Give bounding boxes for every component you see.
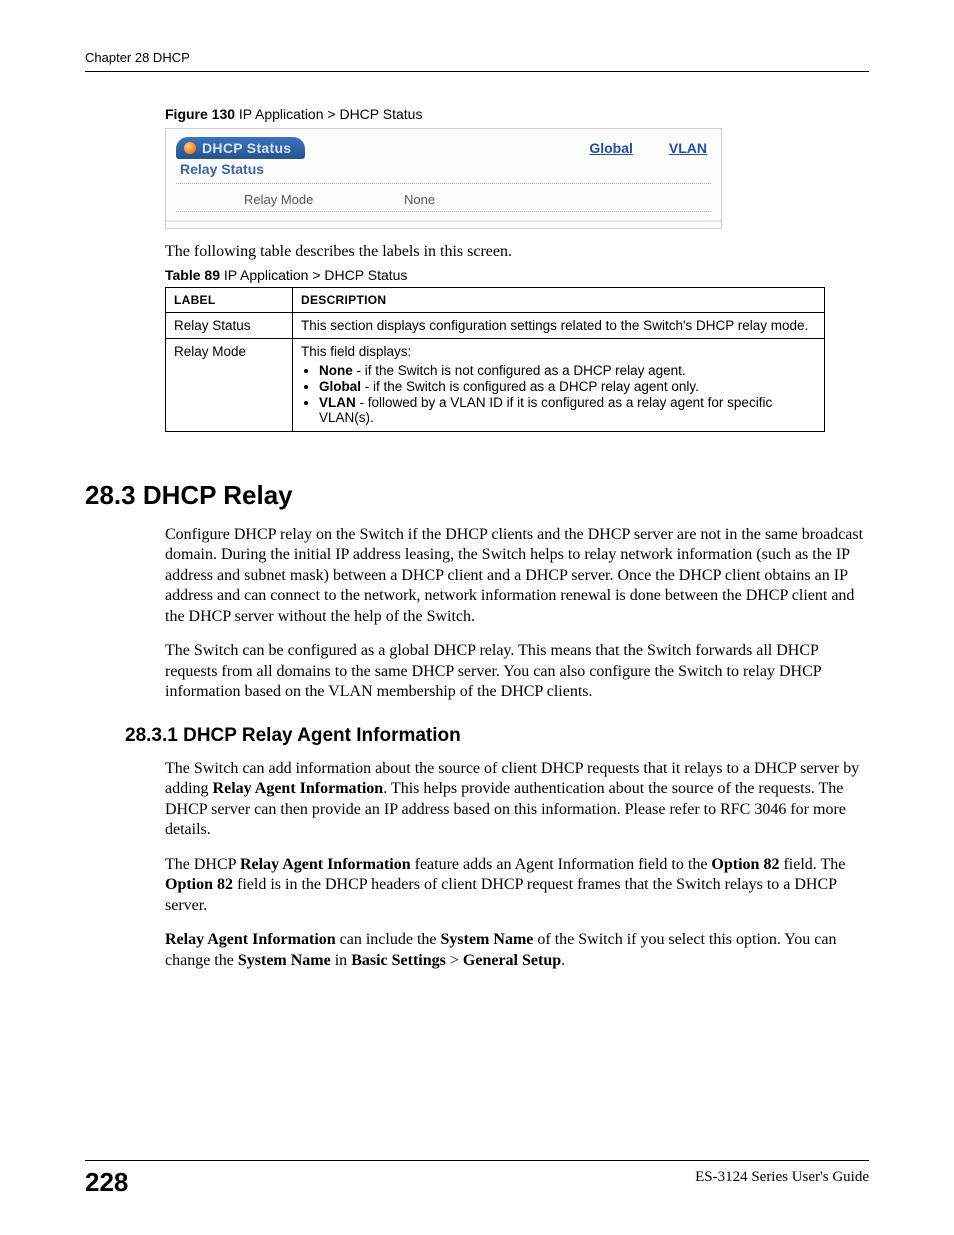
bold-term: Option 82 <box>711 856 779 873</box>
text-run: > <box>446 952 463 969</box>
bold-term: System Name <box>238 952 331 969</box>
screenshot-footer-bar <box>166 220 721 228</box>
body-paragraph: Configure DHCP relay on the Switch if th… <box>165 525 869 627</box>
list-text: - if the Switch is not configured as a D… <box>353 363 686 378</box>
link-vlan[interactable]: VLAN <box>669 140 707 156</box>
bold-term: Basic Settings <box>351 952 446 969</box>
relay-status-section-label: Relay Status <box>166 161 721 183</box>
dhcp-status-tab[interactable]: DHCP Status <box>176 137 305 159</box>
bold-term: Relay Agent Information <box>213 780 384 797</box>
body-paragraph: The Switch can add information about the… <box>165 759 869 841</box>
bold-term: Global <box>319 379 361 394</box>
link-global[interactable]: Global <box>589 140 633 156</box>
figure-caption: Figure 130 IP Application > DHCP Status <box>165 106 869 122</box>
relay-mode-label: Relay Mode <box>244 192 404 207</box>
list-item: VLAN - followed by a VLAN ID if it is co… <box>319 395 816 425</box>
subsection-heading-28-3-1: 28.3.1 DHCP Relay Agent Information <box>125 725 869 747</box>
tab-title: DHCP Status <box>202 140 291 156</box>
table-caption: Table 89 IP Application > DHCP Status <box>165 267 869 283</box>
text-run: . <box>561 952 565 969</box>
table-title: IP Application > DHCP Status <box>220 267 407 283</box>
body-paragraph: Relay Agent Information can include the … <box>165 930 869 971</box>
bold-term: None <box>319 363 353 378</box>
cell-desc: This field displays: None - if the Switc… <box>293 339 825 432</box>
bold-term: Option 82 <box>165 876 233 893</box>
figure-title: IP Application > DHCP Status <box>235 106 422 122</box>
bold-term: VLAN <box>319 395 356 410</box>
divider <box>176 211 711 212</box>
bold-term: General Setup <box>463 952 561 969</box>
bold-term: Relay Agent Information <box>240 856 411 873</box>
bold-term: System Name <box>441 931 534 948</box>
text-run: feature adds an Agent Information field … <box>411 856 712 873</box>
relay-mode-list: None - if the Switch is not configured a… <box>301 363 816 425</box>
body-paragraph: The DHCP Relay Agent Information feature… <box>165 855 869 916</box>
list-text: - followed by a VLAN ID if it is configu… <box>319 395 772 425</box>
table-header-row: LABEL DESCRIPTION <box>166 288 825 313</box>
list-text: - if the Switch is configured as a DHCP … <box>361 379 699 394</box>
cell-label: Relay Status <box>166 313 293 339</box>
text-run: in <box>331 952 351 969</box>
cell-label: Relay Mode <box>166 339 293 432</box>
running-header: Chapter 28 DHCP <box>85 50 869 72</box>
text-run: field. The <box>779 856 845 873</box>
dhcp-status-screenshot: DHCP Status Global VLAN Relay Status Rel… <box>165 128 722 229</box>
guide-title: ES-3124 Series User's Guide <box>695 1169 869 1186</box>
relay-mode-value: None <box>404 192 435 207</box>
divider <box>176 183 711 184</box>
tab-indicator-icon <box>184 142 196 154</box>
text-run: can include the <box>336 931 441 948</box>
text-run: field is in the DHCP headers of client D… <box>165 876 836 913</box>
table-lead-text: The following table describes the labels… <box>165 243 869 261</box>
cell-desc: This section displays configuration sett… <box>293 313 825 339</box>
list-item: None - if the Switch is not configured a… <box>319 363 816 378</box>
section-heading-28-3: 28.3 DHCP Relay <box>85 480 869 511</box>
table-number: Table 89 <box>165 267 220 283</box>
table-row: Relay Mode This field displays: None - i… <box>166 339 825 432</box>
text-run: The DHCP <box>165 856 240 873</box>
bold-term: Relay Agent Information <box>165 931 336 948</box>
table-row: Relay Status This section displays confi… <box>166 313 825 339</box>
list-item: Global - if the Switch is configured as … <box>319 379 816 394</box>
body-paragraph: The Switch can be configured as a global… <box>165 641 869 702</box>
th-label: LABEL <box>166 288 293 313</box>
figure-number: Figure 130 <box>165 106 235 122</box>
page-footer: 228 ES-3124 Series User's Guide <box>85 1160 869 1195</box>
dhcp-status-table: LABEL DESCRIPTION Relay Status This sect… <box>165 287 825 432</box>
relay-mode-row: Relay Mode None <box>166 188 721 211</box>
th-description: DESCRIPTION <box>293 288 825 313</box>
page-number: 228 <box>85 1169 128 1195</box>
relay-mode-intro: This field displays: <box>301 344 411 359</box>
